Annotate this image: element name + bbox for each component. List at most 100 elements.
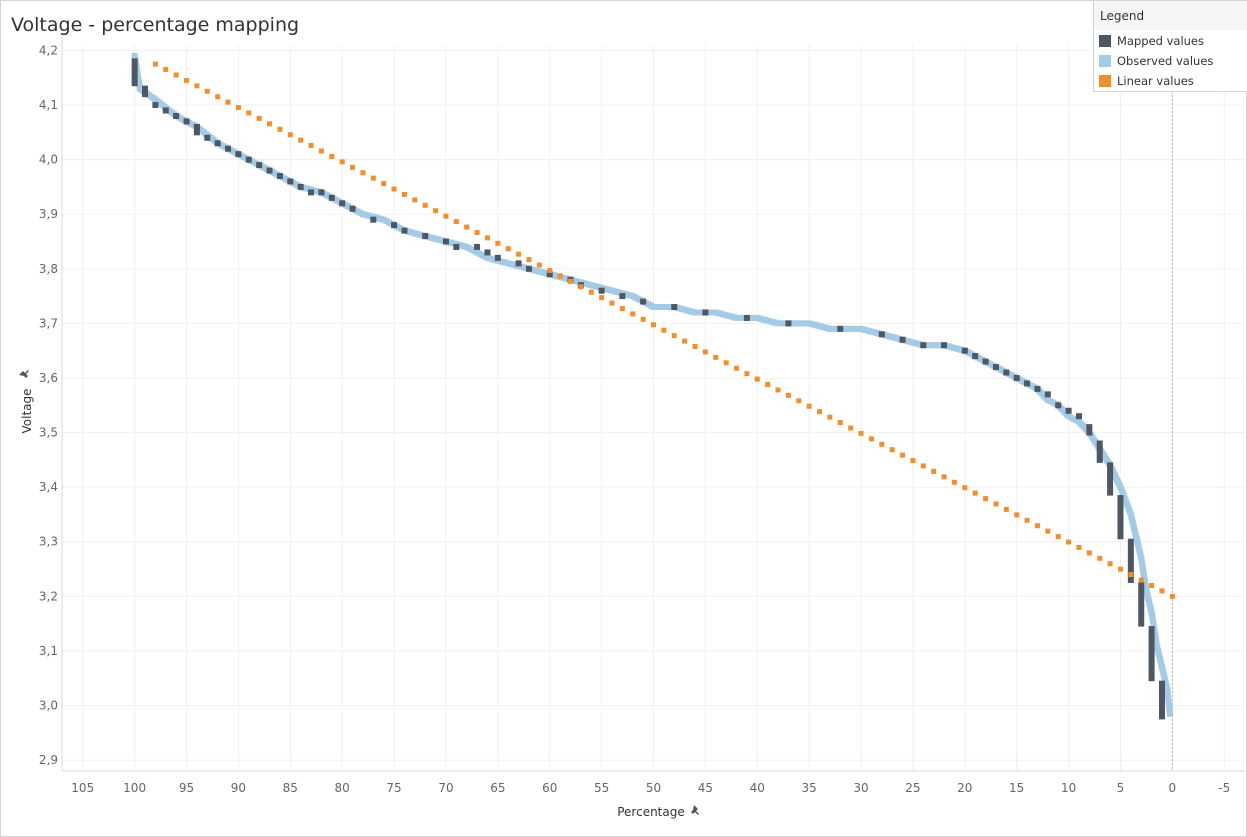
mapped-point[interactable] xyxy=(743,314,750,321)
linear-point[interactable] xyxy=(796,398,802,404)
mapped-point[interactable] xyxy=(1107,484,1114,491)
linear-point[interactable] xyxy=(1086,550,1092,556)
mapped-point[interactable] xyxy=(1127,560,1134,567)
linear-point[interactable] xyxy=(1117,566,1123,572)
mapped-point[interactable] xyxy=(1148,664,1155,671)
mapped-point[interactable] xyxy=(1117,505,1124,512)
linear-point[interactable] xyxy=(495,240,501,246)
mapped-point[interactable] xyxy=(308,189,315,196)
linear-point[interactable] xyxy=(1034,523,1040,529)
mapped-point[interactable] xyxy=(1003,369,1010,376)
mapped-point[interactable] xyxy=(1127,538,1134,545)
linear-point[interactable] xyxy=(931,468,937,474)
mapped-point[interactable] xyxy=(982,358,989,365)
linear-point[interactable] xyxy=(1003,506,1009,512)
mapped-point[interactable] xyxy=(1096,440,1103,447)
mapped-point[interactable] xyxy=(785,320,792,327)
mapped-point[interactable] xyxy=(837,325,844,332)
linear-point[interactable] xyxy=(547,267,553,273)
linear-point[interactable] xyxy=(651,322,656,328)
mapped-point[interactable] xyxy=(193,123,200,130)
mapped-point[interactable] xyxy=(1107,467,1114,474)
linear-point[interactable] xyxy=(640,316,646,322)
mapped-point[interactable] xyxy=(1117,522,1124,529)
mapped-point[interactable] xyxy=(1138,615,1145,622)
mapped-point[interactable] xyxy=(1013,374,1020,381)
mapped-point[interactable] xyxy=(1117,516,1124,523)
mapped-point[interactable] xyxy=(525,265,532,272)
mapped-point[interactable] xyxy=(1158,702,1165,709)
linear-point[interactable] xyxy=(526,257,532,263)
mapped-point[interactable] xyxy=(142,85,149,92)
linear-point[interactable] xyxy=(536,262,542,268)
mapped-point[interactable] xyxy=(131,58,138,65)
mapped-point[interactable] xyxy=(276,173,283,180)
linear-point[interactable] xyxy=(744,371,750,377)
mapped-point[interactable] xyxy=(1107,489,1114,496)
mapped-point[interactable] xyxy=(1148,669,1155,676)
mapped-point[interactable] xyxy=(1158,707,1165,714)
linear-point[interactable] xyxy=(588,289,594,295)
mapped-point[interactable] xyxy=(131,80,138,87)
linear-point[interactable] xyxy=(557,273,563,279)
linear-point[interactable] xyxy=(734,365,740,371)
linear-point[interactable] xyxy=(350,164,356,170)
mapped-point[interactable] xyxy=(1138,604,1145,611)
linear-point[interactable] xyxy=(1055,534,1061,540)
linear-point[interactable] xyxy=(868,436,874,442)
mapped-point[interactable] xyxy=(1107,478,1114,485)
mapped-point[interactable] xyxy=(1148,647,1155,654)
mapped-point[interactable] xyxy=(1117,527,1124,534)
linear-point[interactable] xyxy=(671,333,677,339)
mapped-point[interactable] xyxy=(1127,549,1134,556)
mapped-point[interactable] xyxy=(1117,533,1124,540)
linear-point[interactable] xyxy=(235,105,241,111)
mapped-point[interactable] xyxy=(225,145,232,152)
mapped-point[interactable] xyxy=(245,156,252,163)
linear-point[interactable] xyxy=(1169,593,1175,599)
linear-point[interactable] xyxy=(1014,512,1020,518)
linear-point[interactable] xyxy=(246,110,252,116)
mapped-point[interactable] xyxy=(1138,593,1145,600)
mapped-point[interactable] xyxy=(1096,445,1103,452)
linear-point[interactable] xyxy=(505,246,511,252)
linear-point[interactable] xyxy=(723,360,729,366)
linear-point[interactable] xyxy=(578,284,584,290)
mapped-point[interactable] xyxy=(349,205,356,212)
mapped-point[interactable] xyxy=(920,342,927,349)
mapped-point[interactable] xyxy=(1158,686,1165,693)
linear-point[interactable] xyxy=(889,447,895,453)
mapped-point[interactable] xyxy=(297,183,304,190)
mapped-point[interactable] xyxy=(515,260,522,267)
legend-item-linear[interactable]: Linear values xyxy=(1099,73,1194,89)
mapped-point[interactable] xyxy=(1075,413,1082,420)
mapped-point[interactable] xyxy=(598,287,605,294)
mapped-point[interactable] xyxy=(1096,456,1103,463)
linear-point[interactable] xyxy=(702,349,708,355)
linear-point[interactable] xyxy=(381,181,387,187)
mapped-point[interactable] xyxy=(1127,555,1134,562)
mapped-point[interactable] xyxy=(1086,424,1093,431)
linear-point[interactable] xyxy=(951,479,957,485)
linear-point[interactable] xyxy=(827,414,833,420)
linear-point[interactable] xyxy=(474,229,480,235)
linear-point[interactable] xyxy=(1045,528,1051,534)
mapped-point[interactable] xyxy=(162,107,169,114)
mapped-point[interactable] xyxy=(1158,697,1165,704)
linear-point[interactable] xyxy=(194,83,200,89)
mapped-point[interactable] xyxy=(328,194,335,201)
mapped-point[interactable] xyxy=(235,151,242,158)
mapped-point[interactable] xyxy=(1148,642,1155,649)
mapped-point[interactable] xyxy=(546,271,553,278)
mapped-point[interactable] xyxy=(1138,609,1145,616)
linear-point[interactable] xyxy=(785,392,791,398)
mapped-point[interactable] xyxy=(370,216,377,223)
linear-point[interactable] xyxy=(609,300,615,306)
mapped-point[interactable] xyxy=(941,342,948,349)
mapped-point[interactable] xyxy=(422,233,429,240)
mapped-point[interactable] xyxy=(1107,473,1114,480)
linear-point[interactable] xyxy=(599,295,605,301)
mapped-point[interactable] xyxy=(1138,582,1145,589)
mapped-point[interactable] xyxy=(1065,407,1072,414)
mapped-point[interactable] xyxy=(1148,658,1155,665)
